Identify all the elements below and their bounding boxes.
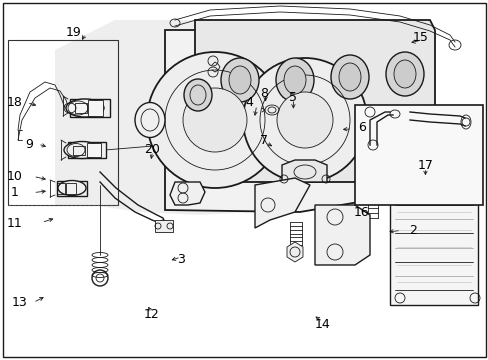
- Ellipse shape: [284, 66, 305, 94]
- Polygon shape: [286, 242, 303, 262]
- Text: 5: 5: [289, 91, 297, 104]
- Bar: [66, 183, 76, 194]
- Text: 17: 17: [417, 159, 432, 172]
- Circle shape: [147, 52, 283, 188]
- Polygon shape: [164, 30, 429, 212]
- Ellipse shape: [338, 63, 360, 91]
- Polygon shape: [282, 160, 326, 182]
- Ellipse shape: [135, 103, 164, 138]
- Text: 18: 18: [7, 96, 22, 109]
- Bar: [57, 181, 87, 196]
- Polygon shape: [195, 20, 434, 182]
- Ellipse shape: [183, 79, 212, 111]
- Ellipse shape: [385, 52, 423, 96]
- Circle shape: [183, 88, 246, 152]
- Ellipse shape: [66, 99, 104, 117]
- Polygon shape: [170, 30, 429, 175]
- Text: 20: 20: [143, 143, 159, 156]
- Polygon shape: [314, 205, 369, 265]
- Ellipse shape: [221, 58, 259, 102]
- Bar: [68, 142, 106, 158]
- Polygon shape: [254, 178, 309, 228]
- Text: 11: 11: [7, 217, 22, 230]
- Text: 14: 14: [314, 318, 330, 330]
- Text: 6: 6: [357, 121, 365, 134]
- Bar: [73, 146, 85, 155]
- Text: 2: 2: [408, 224, 416, 237]
- Text: 10: 10: [7, 170, 22, 183]
- Bar: [70, 99, 110, 117]
- Bar: [75, 103, 87, 113]
- Text: 19: 19: [65, 26, 81, 39]
- Text: 15: 15: [412, 31, 427, 44]
- Text: 7: 7: [260, 134, 267, 147]
- Bar: [57, 183, 65, 194]
- Circle shape: [243, 58, 366, 182]
- Text: 1: 1: [11, 186, 19, 199]
- Polygon shape: [364, 181, 377, 192]
- Circle shape: [276, 92, 332, 148]
- Bar: [389, 190, 477, 305]
- Text: 3: 3: [177, 253, 184, 266]
- Bar: [8, 40, 118, 205]
- Text: 13: 13: [12, 296, 27, 309]
- Text: 9: 9: [25, 138, 33, 150]
- Ellipse shape: [228, 66, 250, 94]
- Polygon shape: [170, 182, 204, 205]
- Ellipse shape: [275, 58, 313, 102]
- Text: 4: 4: [245, 96, 253, 109]
- Bar: [155, 220, 173, 232]
- Bar: [88, 100, 103, 116]
- Ellipse shape: [330, 55, 368, 99]
- Text: 12: 12: [143, 309, 159, 321]
- Ellipse shape: [64, 141, 100, 158]
- Text: 16: 16: [353, 206, 369, 219]
- Ellipse shape: [393, 60, 415, 88]
- Ellipse shape: [58, 180, 86, 195]
- Bar: [354, 105, 482, 205]
- Text: 8: 8: [260, 87, 267, 100]
- Bar: [87, 143, 101, 157]
- Polygon shape: [55, 20, 429, 215]
